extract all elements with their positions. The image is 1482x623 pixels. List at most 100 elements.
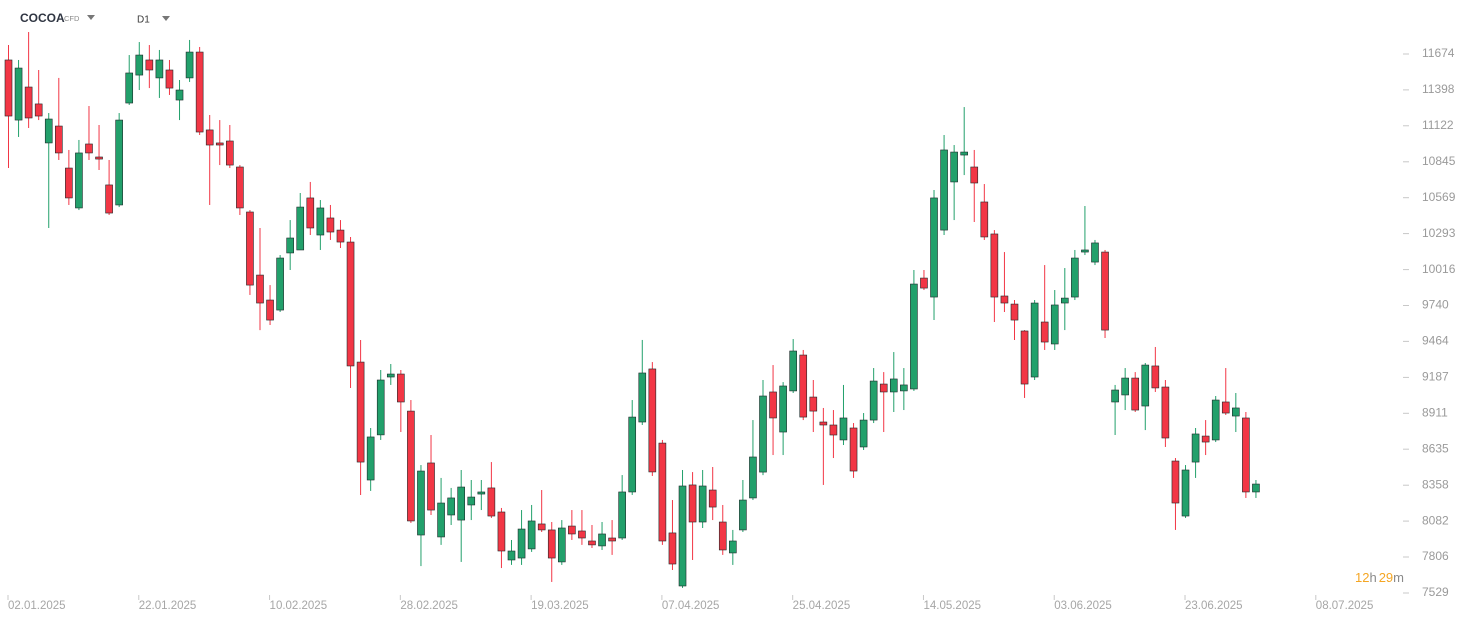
y-tick-label: 11122 (1422, 118, 1454, 132)
candle-body (779, 385, 787, 433)
candle-body (1020, 330, 1029, 385)
candle-body (115, 119, 123, 206)
candle-body (165, 69, 174, 89)
y-tick-label: 10569 (1422, 190, 1456, 204)
candle-body (749, 456, 757, 499)
candle-body (407, 410, 415, 522)
candle-body (44, 118, 53, 144)
candle-body (990, 233, 999, 298)
candle-body (34, 103, 43, 117)
candle-body (457, 486, 466, 521)
candle-body (900, 384, 908, 392)
candle-body (598, 533, 606, 547)
candle-body (236, 166, 244, 209)
candle-body (105, 184, 113, 214)
candle-body (195, 51, 204, 133)
timeframe-dropdown[interactable] (162, 16, 170, 21)
candle-body (879, 383, 888, 393)
y-tick-label: 9740 (1422, 298, 1449, 312)
candle-body (1232, 407, 1240, 417)
candle-body (1141, 364, 1150, 407)
candle-body (658, 442, 667, 542)
y-tick-label: 8358 (1422, 477, 1449, 491)
y-tick-label: 10016 (1422, 262, 1456, 276)
x-tick-label: 10.02.2025 (270, 600, 328, 612)
candle-body (1211, 399, 1220, 441)
candle-body (739, 499, 747, 531)
x-tick-label: 14.05.2025 (923, 600, 981, 612)
candle-body (14, 67, 23, 121)
candle-body (869, 380, 878, 421)
candle-body (326, 217, 335, 233)
y-tick-label: 8635 (1422, 441, 1449, 455)
candle-body (427, 462, 435, 511)
candle-body (537, 523, 546, 531)
y-tick-label: 10293 (1422, 226, 1456, 240)
candle-body (889, 378, 898, 393)
candle-body (95, 156, 103, 160)
candle-body (1050, 304, 1059, 345)
candle-body (809, 396, 818, 412)
candle-body (920, 277, 928, 289)
candle-body (376, 379, 385, 436)
candle-body (266, 299, 274, 321)
x-tick-label: 23.06.2025 (1185, 600, 1243, 612)
y-tick-label: 11398 (1422, 82, 1455, 96)
candle-body (960, 151, 969, 156)
candle-body (1242, 417, 1250, 493)
candle-body (54, 125, 63, 154)
timeframe[interactable]: D1 (137, 15, 150, 26)
x-tick-label: 07.04.2025 (662, 600, 720, 612)
y-tick-label: 7806 (1422, 549, 1449, 563)
candle-body (1201, 435, 1210, 443)
candle-body (316, 207, 325, 236)
candle-body (226, 140, 234, 166)
candle-body (65, 167, 73, 199)
candle-body (447, 497, 455, 516)
candle-body (1151, 365, 1160, 389)
candle-body (578, 530, 586, 539)
x-tick-label: 03.06.2025 (1054, 600, 1112, 612)
candle-body (638, 372, 647, 423)
x-tick-label: 22.01.2025 (139, 600, 197, 612)
candle-body (799, 354, 808, 418)
candle-body (708, 489, 717, 508)
candle-body (588, 540, 596, 546)
candle-body (608, 537, 616, 542)
candle-body (256, 274, 264, 304)
candle-body (336, 229, 345, 243)
candle-body (397, 373, 405, 403)
candle-body (940, 149, 948, 231)
candle-body (557, 527, 566, 563)
candle-body (1000, 295, 1009, 304)
candle-body (1111, 389, 1119, 403)
candle-body (306, 197, 315, 229)
y-tick-label: 10845 (1422, 154, 1456, 168)
x-tick-label: 19.03.2025 (531, 600, 589, 612)
candle-body (417, 470, 425, 536)
x-tick-label: 08.07.2025 (1316, 600, 1374, 612)
countdown-h: h (1369, 570, 1376, 585)
candle-body (346, 241, 355, 367)
candle-body (980, 201, 989, 238)
candle-body (1010, 303, 1019, 321)
candle-body (789, 350, 797, 392)
candle-body (1030, 302, 1039, 378)
candle-body (24, 86, 33, 119)
candle-body (1081, 249, 1089, 253)
candle-body (618, 491, 626, 539)
candle-body (1252, 483, 1260, 493)
candle-body (215, 142, 224, 146)
countdown-m: m (1393, 570, 1404, 585)
candle-body (205, 129, 214, 146)
candle-body (135, 54, 144, 76)
candle-body (698, 485, 707, 523)
candle-body (487, 487, 496, 517)
candle-body (145, 59, 154, 71)
candle-body (678, 485, 687, 587)
candle-body (970, 166, 979, 184)
symbol-dropdown[interactable] (87, 15, 95, 20)
candle-body (668, 532, 677, 565)
